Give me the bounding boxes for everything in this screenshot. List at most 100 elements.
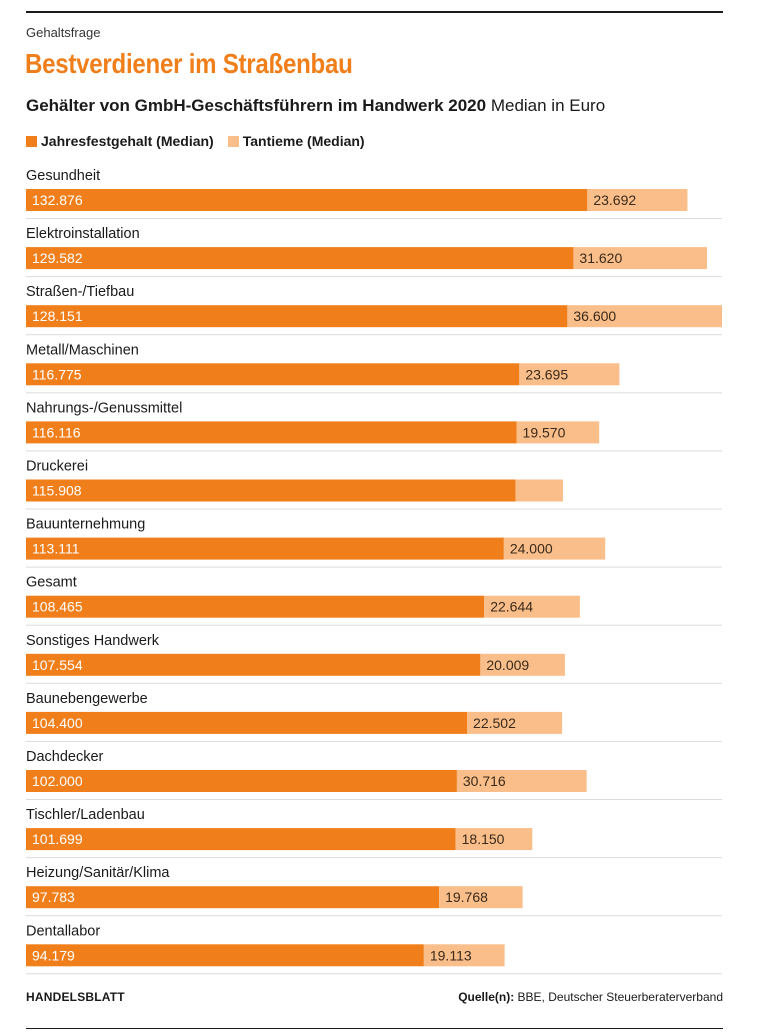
- bar-base-row-1: [26, 189, 588, 211]
- bar-base-row-10: [26, 711, 468, 734]
- value-label-base-row-12: 101.699: [32, 831, 83, 847]
- subtitle-unit: Median in Euro: [490, 96, 606, 115]
- bar-bonus-row-7: [503, 537, 606, 560]
- value-label-bonus-row-4: 23.695: [525, 366, 568, 382]
- headline: Bestverdiener im Straßenbau: [25, 48, 353, 79]
- row-separator-row-8: [26, 624, 722, 626]
- bar-bonus-row-6: [515, 479, 563, 502]
- category-label-row-5: Nahrungs-/Genussmittel: [26, 400, 182, 416]
- bar-bonus-row-4: [519, 363, 620, 386]
- bar-base-row-13: [26, 886, 440, 909]
- value-label-bonus-row-5: 19.570: [523, 424, 566, 440]
- legend: Jahresfestgehalt (Median) Tantieme (Medi…: [26, 133, 379, 149]
- value-label-base-row-4: 116.775: [32, 366, 82, 382]
- bar-base-row-3: [26, 305, 568, 328]
- subtitle-main: Gehälter von GmbH-Geschäftsführern im Ha…: [26, 96, 487, 115]
- legend-item-base: Jahresfestgehalt (Median): [26, 133, 214, 149]
- category-label-row-3: Straßen-/Tiefbau: [26, 284, 134, 300]
- value-label-bonus-row-3: 36.600: [573, 308, 616, 324]
- category-label-row-14: Dentallabor: [26, 923, 100, 939]
- bar-bonus-row-11: [456, 770, 587, 792]
- legend-swatch-base: [26, 135, 37, 147]
- bar-bonus-row-14: [423, 944, 505, 967]
- row-separator-row-4: [26, 392, 722, 394]
- bar-bonus-row-1: [587, 189, 688, 211]
- bar-bonus-row-10: [467, 711, 563, 734]
- value-label-base-row-6: 115.908: [32, 483, 82, 499]
- value-label-base-row-1: 132.876: [32, 192, 83, 208]
- bar-bonus-row-9: [480, 653, 565, 676]
- bar-bonus-row-2: [573, 247, 708, 270]
- value-label-base-row-14: 94.179: [32, 947, 75, 963]
- bar-bonus-row-13: [439, 886, 523, 909]
- category-label-row-1: Gesundheit: [26, 168, 100, 184]
- legend-label-base: Jahresfestgehalt (Median): [41, 133, 214, 149]
- bar-base-row-5: [26, 421, 517, 444]
- bar-bonus-row-3: [567, 305, 722, 328]
- row-separator-row-1: [26, 218, 722, 219]
- subtitle: Gehälter von GmbH-Geschäftsführern im Ha…: [26, 96, 605, 116]
- bar-base-row-8: [26, 595, 485, 618]
- value-label-bonus-row-8: 22.644: [490, 599, 533, 615]
- category-label-row-13: Heizung/Sanitär/Klima: [26, 865, 170, 881]
- value-label-bonus-row-2: 31.620: [579, 250, 622, 266]
- row-separator-row-10: [26, 740, 722, 742]
- category-label-row-2: Elektroinstallation: [26, 226, 140, 242]
- row-separator-row-6: [26, 508, 722, 510]
- row-separator-row-9: [26, 682, 722, 684]
- legend-label-bonus: Tantieme (Median): [242, 133, 365, 149]
- row-separator-row-7: [26, 566, 722, 568]
- value-label-base-row-13: 97.783: [32, 889, 75, 905]
- value-label-base-row-3: 128.151: [32, 308, 83, 324]
- row-separator-row-2: [26, 276, 722, 278]
- bar-base-row-2: [26, 247, 574, 270]
- row-separator-row-12: [26, 857, 722, 859]
- bar-bonus-row-5: [516, 421, 600, 444]
- bar-base-row-14: [26, 944, 424, 967]
- top-rule: [26, 11, 723, 13]
- value-label-bonus-row-1: 23.692: [593, 192, 636, 208]
- category-label-row-11: Dachdecker: [26, 749, 104, 765]
- bar-base-row-11: [26, 770, 457, 792]
- row-separator-row-14: [26, 973, 722, 975]
- value-label-base-row-8: 108.465: [32, 599, 83, 615]
- source-text: BBE, Deutscher Steuerberaterverband: [517, 990, 723, 1004]
- value-label-bonus-row-12: 18.150: [462, 831, 505, 847]
- bar-bonus-row-8: [484, 595, 580, 618]
- source-label: Quelle(n):: [458, 990, 515, 1004]
- value-label-base-row-9: 107.554: [32, 657, 83, 673]
- bar-base-row-4: [26, 363, 520, 386]
- category-label-row-7: Bauunternehmung: [26, 517, 145, 533]
- bar-bonus-row-12: [455, 828, 533, 851]
- category-label-row-8: Gesamt: [26, 575, 77, 591]
- category-label-row-12: Tischler/Ladenbau: [26, 807, 145, 823]
- kicker: Gehaltsfrage: [26, 25, 101, 40]
- value-label-base-row-2: 129.582: [32, 250, 83, 266]
- value-label-base-row-7: 113.111: [32, 541, 80, 557]
- value-label-bonus-row-13: 19.768: [445, 889, 488, 905]
- bar-base-row-9: [26, 653, 481, 676]
- legend-swatch-bonus: [227, 135, 239, 147]
- value-label-bonus-row-11: 30.716: [463, 773, 506, 789]
- value-label-bonus-row-14: 19.113: [430, 947, 472, 963]
- value-label-bonus-row-7: 24.000: [510, 541, 553, 557]
- legend-item-bonus: Tantieme (Median): [227, 133, 365, 149]
- row-separator-row-5: [26, 450, 722, 452]
- category-label-row-10: Baunebengewerbe: [26, 691, 148, 707]
- bar-base-row-7: [26, 537, 504, 560]
- value-label-bonus-row-10: 22.502: [473, 715, 516, 731]
- source-note: Quelle(n): BBE, Deutscher Steuerberaterv…: [458, 990, 723, 1004]
- value-label-base-row-10: 104.400: [32, 715, 83, 731]
- bottom-rule: [26, 1028, 723, 1029]
- category-label-row-4: Metall/Maschinen: [26, 342, 139, 358]
- value-label-bonus-row-9: 20.009: [486, 657, 529, 673]
- category-label-row-9: Sonstiges Handwerk: [26, 633, 160, 649]
- row-separator-row-13: [26, 915, 722, 917]
- category-label-row-6: Druckerei: [26, 459, 88, 475]
- value-label-base-row-11: 102.000: [32, 773, 83, 789]
- value-label-base-row-5: 116.116: [32, 424, 81, 440]
- row-separator-row-11: [26, 799, 722, 800]
- bar-base-row-6: [26, 479, 516, 502]
- row-separator-row-3: [26, 334, 722, 336]
